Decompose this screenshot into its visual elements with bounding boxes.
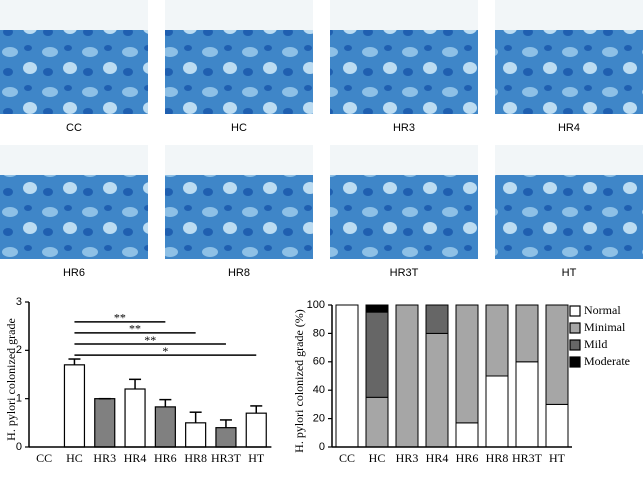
legend-label: Mild <box>584 337 607 351</box>
bar <box>124 388 146 448</box>
x-tick-label: HR3 <box>396 451 419 465</box>
bar-segment <box>335 304 359 448</box>
panel-label: HR8 <box>228 267 250 279</box>
x-tick-label: HR3T <box>211 451 242 465</box>
y-tick-label: 100 <box>307 299 325 311</box>
legend-swatch <box>569 356 581 368</box>
bar-segment <box>545 403 569 448</box>
bar-segment <box>515 361 539 448</box>
x-tick-label: HT <box>549 451 566 465</box>
significance-label: ** <box>129 322 141 336</box>
bar-segment <box>515 304 539 363</box>
x-tick-label: HR3T <box>512 451 543 465</box>
legend-swatch <box>569 339 581 351</box>
panel-label: HR6 <box>63 267 85 279</box>
bar-segment <box>545 304 569 405</box>
y-tick-label: 80 <box>313 327 325 339</box>
bar <box>94 398 116 448</box>
x-tick-label: CC <box>339 451 355 465</box>
tissue <box>330 30 478 114</box>
x-tick-label: HC <box>66 451 83 465</box>
bar-segment <box>365 396 389 448</box>
tissue <box>495 30 643 114</box>
bar-segment <box>485 304 509 377</box>
x-tick-label: CC <box>36 451 52 465</box>
y-axis-title: H. pylori colonized grade (%) <box>292 309 306 453</box>
panel-label: HC <box>231 122 247 134</box>
y-tick-label: 20 <box>313 413 325 425</box>
y-tick-label: 40 <box>313 384 325 396</box>
significance-label: * <box>162 344 168 358</box>
bar <box>245 412 267 448</box>
tissue <box>495 175 643 259</box>
x-tick-label: HC <box>369 451 386 465</box>
bar-segment <box>395 304 419 448</box>
bar <box>63 364 86 448</box>
bar-segment <box>455 304 479 424</box>
y-tick-label: 1 <box>16 393 22 405</box>
bar <box>154 406 176 448</box>
y-tick-label: 2 <box>16 344 22 356</box>
tissue <box>0 175 148 259</box>
x-tick-label: HR6 <box>154 451 177 465</box>
bar-segment <box>485 375 509 448</box>
legend-label: Normal <box>584 303 621 317</box>
bar <box>185 422 207 448</box>
significance-label: ** <box>144 333 156 347</box>
legend-label: Minimal <box>584 320 626 334</box>
x-tick-label: HR8 <box>184 451 207 465</box>
bar-segment <box>455 422 479 448</box>
x-tick-label: HR4 <box>426 451 449 465</box>
panel-label: HR3 <box>393 122 415 134</box>
x-tick-label: HT <box>248 451 265 465</box>
x-tick-label: HR6 <box>456 451 479 465</box>
y-tick-label: 3 <box>16 296 22 308</box>
legend-label: Moderate <box>584 354 630 368</box>
significance-label: ** <box>114 311 126 325</box>
bar-segment <box>425 332 449 448</box>
tissue <box>165 175 313 259</box>
tissue <box>330 175 478 259</box>
x-tick-label: HR8 <box>486 451 509 465</box>
x-tick-label: HR4 <box>124 451 147 465</box>
tissue <box>0 30 148 114</box>
legend-swatch <box>569 322 581 334</box>
tissue <box>165 30 313 114</box>
x-tick-label: HR3 <box>93 451 116 465</box>
bar-segment <box>425 304 449 334</box>
bar-segment <box>365 304 389 313</box>
y-tick-label: 60 <box>313 356 325 368</box>
panel-label: HR4 <box>558 122 580 134</box>
y-tick-label: 0 <box>16 441 22 453</box>
legend-swatch <box>569 305 581 317</box>
panel-label: CC <box>66 122 82 134</box>
bar <box>215 427 237 448</box>
panel-label: HR3T <box>390 267 419 279</box>
panel-label: HT <box>562 267 577 279</box>
bar-segment <box>365 311 389 398</box>
y-axis-title: H. pylori colonized grade <box>4 318 18 441</box>
y-tick-label: 0 <box>319 441 325 453</box>
